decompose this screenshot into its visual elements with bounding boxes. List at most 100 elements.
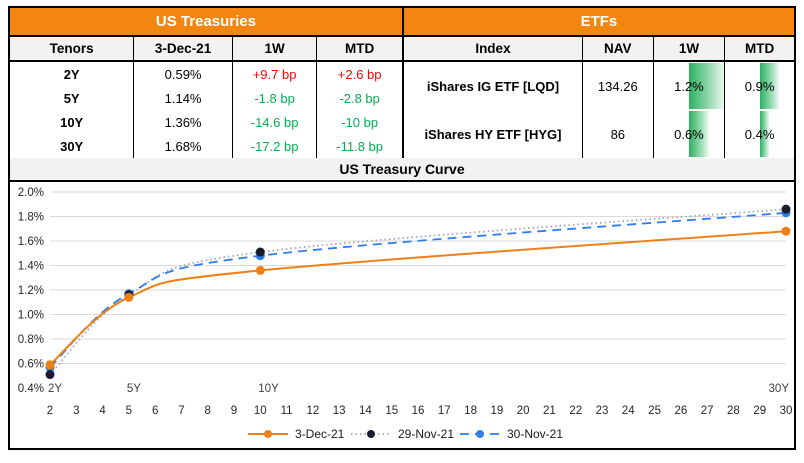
tenor-cell: 2Y [10, 62, 135, 86]
tenor-cell: 5Y [10, 86, 135, 110]
svg-text:30: 30 [780, 405, 793, 417]
svg-text:4: 4 [99, 405, 106, 417]
chart-legend: 3-Dec-21 29-Nov-21 30-Nov-21 [248, 427, 563, 441]
etf-nav-cell: 134.26 [582, 62, 654, 110]
chart-title: US Treasury Curve [10, 158, 794, 182]
svg-text:16: 16 [412, 405, 425, 417]
marker-3-Dec-21 [124, 292, 134, 302]
marker-29-Nov-21 [45, 370, 55, 380]
rate-cell: 1.36% [134, 110, 233, 134]
svg-text:2.0%: 2.0% [18, 187, 44, 199]
series-line-30-Nov-21 [49, 211, 787, 368]
report-panel: US Treasuries ETFs Tenors 3-Dec-21 1W MT… [8, 6, 796, 450]
marker-29-Nov-21 [255, 247, 265, 257]
change-mtd-cell: -2.8 bp [317, 86, 404, 110]
etf-1w-value: 1.2% [674, 78, 704, 94]
col-header-etf-mtd: MTD [725, 37, 794, 62]
etf-index-cell: iShares HY ETF [HYG] [403, 110, 583, 158]
etf-index-cell: iShares IG ETF [LQD] [403, 62, 583, 110]
etf-mtd-value: 0.4% [744, 126, 775, 142]
marker-3-Dec-21 [781, 226, 791, 236]
etf-1w-cell: 1.2% [653, 62, 726, 110]
treasury-curve-svg: 0.4%0.6%0.8%1.0%1.2%1.4%1.6%1.8%2.0%2 3 4 5… [18, 187, 793, 441]
svg-text:13: 13 [333, 405, 346, 417]
etf-mtd-cell: 0.9% [725, 62, 794, 110]
etf-nav-cell: 86 [582, 110, 654, 158]
col-header-tenors: Tenors [10, 37, 135, 62]
svg-text:3-Dec-21: 3-Dec-21 [295, 427, 345, 441]
series-line-3-Dec-21 [49, 230, 787, 366]
svg-text:26: 26 [674, 405, 687, 417]
svg-text:18: 18 [464, 405, 477, 417]
svg-text:28: 28 [727, 405, 740, 417]
svg-text:11: 11 [281, 405, 293, 417]
svg-text:5Y: 5Y [127, 383, 141, 395]
col-header-etf-1w: 1W [653, 37, 726, 62]
svg-text:2Y: 2Y [48, 383, 62, 395]
svg-text:0.6%: 0.6% [18, 359, 44, 371]
change-1w-cell: +9.7 bp [232, 62, 318, 86]
svg-text:17: 17 [438, 405, 451, 417]
svg-text:30Y: 30Y [769, 383, 790, 395]
change-1w-cell: -1.8 bp [232, 86, 318, 110]
tenor-cell: 30Y [10, 134, 135, 158]
summary-tables: US Treasuries ETFs Tenors 3-Dec-21 1W MT… [10, 8, 794, 158]
svg-text:9: 9 [231, 405, 237, 417]
data-bar [688, 63, 725, 109]
svg-text:12: 12 [306, 405, 319, 417]
change-mtd-cell: -10 bp [317, 110, 404, 134]
rate-cell: 1.68% [134, 134, 233, 158]
svg-text:23: 23 [596, 405, 609, 417]
data-bar [759, 63, 779, 109]
etf-1w-cell: 0.6% [653, 110, 726, 158]
svg-text:19: 19 [490, 405, 503, 417]
col-header-index: Index [403, 37, 583, 62]
svg-text:6: 6 [152, 405, 158, 417]
etfs-header: ETFs [403, 8, 794, 37]
svg-text:1.6%: 1.6% [18, 236, 44, 248]
svg-text:24: 24 [622, 405, 635, 417]
svg-text:15: 15 [385, 405, 398, 417]
svg-text:29-Nov-21: 29-Nov-21 [398, 427, 454, 441]
rate-cell: 0.59% [134, 62, 233, 86]
svg-text:1.4%: 1.4% [18, 261, 44, 273]
svg-text:21: 21 [543, 405, 556, 417]
svg-text:29: 29 [753, 405, 766, 417]
etf-mtd-cell: 0.4% [725, 110, 794, 158]
marker-3-Dec-21 [45, 360, 55, 370]
svg-text:14: 14 [359, 405, 372, 417]
rate-cell: 1.14% [134, 86, 233, 110]
series-line-29-Nov-21 [49, 208, 787, 376]
marker-29-Nov-21 [781, 204, 791, 214]
change-mtd-cell: +2.6 bp [317, 62, 404, 86]
svg-text:5: 5 [126, 405, 132, 417]
svg-text:22: 22 [569, 405, 582, 417]
svg-text:0.8%: 0.8% [18, 334, 44, 346]
svg-text:25: 25 [648, 405, 661, 417]
svg-text:7: 7 [178, 405, 184, 417]
change-1w-cell: -17.2 bp [232, 134, 318, 158]
data-bar [688, 111, 709, 157]
etf-mtd-value: 0.9% [744, 78, 775, 94]
svg-text:30-Nov-21: 30-Nov-21 [507, 427, 563, 441]
col-header-nav: NAV [582, 37, 654, 62]
svg-text:27: 27 [701, 405, 714, 417]
col-header-date: 3-Dec-21 [134, 37, 233, 62]
svg-text:1.2%: 1.2% [18, 285, 44, 297]
change-1w-cell: -14.6 bp [232, 110, 318, 134]
svg-text:10Y: 10Y [258, 383, 279, 395]
gridlines [50, 191, 786, 364]
svg-text:20: 20 [517, 405, 530, 417]
etf-1w-value: 0.6% [674, 126, 704, 142]
data-bar [759, 111, 769, 157]
tenor-cell: 10Y [10, 110, 135, 134]
svg-text:2: 2 [47, 405, 53, 417]
svg-text:0.4%: 0.4% [18, 383, 44, 395]
svg-text:1.8%: 1.8% [18, 212, 44, 224]
treasury-curve-chart: 0.4% 0.6% 0.8% 1.0% 1.2% 1.4% 1.6% 1.8% 2.0% 2 3 4 5… [10, 182, 794, 448]
svg-text:1.0%: 1.0% [18, 310, 44, 322]
us-treasuries-header: US Treasuries [10, 8, 404, 37]
svg-text:3: 3 [73, 405, 79, 417]
change-mtd-cell: -11.8 bp [317, 134, 404, 158]
svg-text:10: 10 [254, 405, 267, 417]
